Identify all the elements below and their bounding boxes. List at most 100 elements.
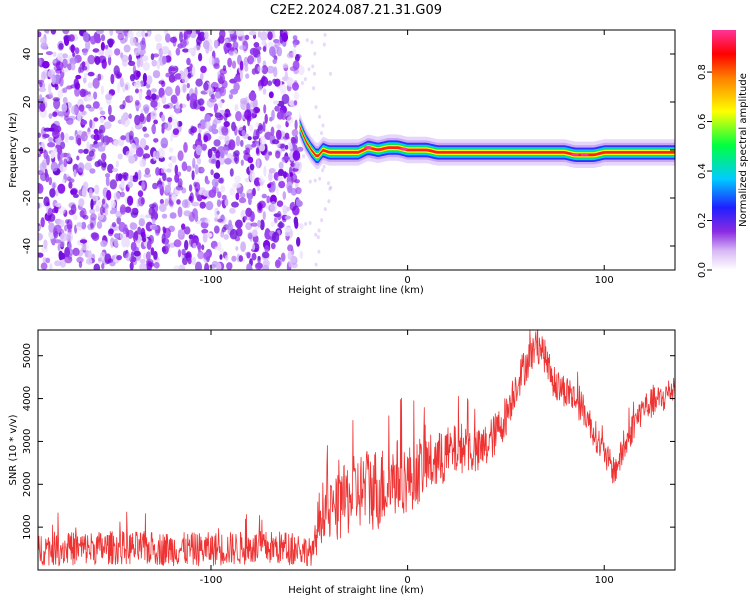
noise-blob: [248, 91, 257, 102]
noise-blob: [155, 167, 160, 176]
noise-blob: [45, 30, 50, 35]
noise-blob: [80, 119, 88, 126]
noise-blob: [239, 192, 246, 199]
noise-blob: [62, 53, 68, 59]
noise-blob: [249, 163, 255, 171]
noise-blob: [160, 167, 167, 174]
noise-blob: [70, 189, 75, 196]
noise-blob: [192, 157, 196, 169]
noise-blob: [292, 82, 299, 91]
noise-blob: [129, 74, 136, 82]
noise-blob: [120, 191, 125, 198]
noise-blob: [135, 30, 144, 38]
noise-blob: [201, 229, 209, 234]
noise-blob: [203, 251, 211, 261]
noise-blob: [251, 229, 258, 237]
noise-blob: [240, 241, 247, 252]
noise-blob: [104, 48, 113, 58]
noise-blob: [224, 134, 230, 146]
noise-blob: [170, 94, 178, 105]
noise-blob: [81, 243, 89, 251]
noise-blob: [136, 70, 141, 78]
noise-blob: [52, 111, 58, 117]
noise-blob: [163, 104, 170, 109]
noise-blob: [113, 191, 121, 201]
noise-blob: [278, 180, 286, 189]
noise-blob: [134, 171, 139, 179]
noise-blob: [123, 44, 131, 53]
noise-blob: [78, 149, 84, 154]
noise-blob: [40, 37, 46, 44]
noise-blob: [77, 112, 82, 122]
noise-blob: [207, 148, 213, 159]
spectrogram-panel: -100 0 100 -40 -20 0 20 40 Height of straight l…: [8, 29, 676, 296]
noise-blob: [159, 198, 164, 205]
noise-blob: [38, 233, 43, 241]
noise-blob: [79, 210, 85, 218]
spectrogram-ytick-label: -20: [22, 190, 33, 206]
noise-blob: [208, 97, 217, 103]
noise-blob: [93, 128, 99, 135]
spectrogram-xtick-label: 0: [404, 275, 410, 286]
noise-blob: [158, 80, 165, 85]
noise-blob: [43, 239, 48, 249]
noise-blob: [219, 254, 223, 260]
spectrogram-ylabel: Frequency (Hz): [8, 112, 19, 188]
noise-blob: [129, 95, 133, 102]
noise-blob: [151, 225, 159, 231]
noise-blob: [63, 87, 68, 93]
noise-blob: [139, 158, 147, 168]
noise-blob: [177, 150, 184, 161]
noise-blob: [80, 90, 89, 96]
noise-blob: [134, 50, 140, 56]
noise-blob: [171, 193, 177, 203]
noise-blob: [228, 139, 236, 151]
noise-blob: [259, 181, 264, 186]
noise-blob: [128, 113, 132, 119]
noise-blob: [147, 31, 151, 37]
noise-blob: [73, 214, 78, 221]
noise-blob: [299, 223, 304, 230]
noise-blob: [191, 256, 197, 266]
noise-blob: [42, 133, 50, 138]
noise-blob: [119, 104, 125, 110]
noise-blob: [267, 31, 273, 41]
noise-blob: [59, 232, 68, 242]
snr-xlabel: Height of straight line (km): [288, 585, 424, 596]
noise-blob: [137, 226, 142, 235]
noise-blob: [137, 169, 142, 181]
noise-blob: [214, 207, 220, 219]
noise-fringe: [303, 77, 307, 82]
noise-blob: [72, 52, 76, 58]
noise-blob: [87, 82, 93, 89]
noise-blob: [282, 191, 287, 200]
noise-blob: [108, 38, 114, 48]
noise-blob: [87, 71, 95, 77]
noise-blob: [38, 31, 42, 38]
noise-blob: [282, 205, 289, 214]
noise-blob: [214, 112, 222, 118]
noise-blob: [143, 173, 152, 178]
noise-blob: [119, 77, 124, 88]
noise-blob: [243, 215, 247, 221]
noise-blob: [223, 234, 229, 240]
noise-blob: [88, 250, 92, 260]
noise-blob: [94, 55, 98, 64]
noise-blob: [244, 109, 252, 120]
noise-blob: [199, 201, 206, 209]
noise-blob: [251, 252, 257, 261]
noise-blob: [204, 262, 210, 270]
noise-blob: [100, 41, 105, 51]
noise-blob: [138, 91, 143, 101]
noise-blob: [275, 185, 280, 196]
noise-blob: [120, 178, 125, 189]
noise-blob: [215, 159, 221, 169]
noise-blob: [153, 262, 160, 269]
snr-ytick-label: 5000: [22, 343, 33, 368]
noise-blob: [60, 141, 66, 150]
noise-blob: [168, 67, 177, 72]
noise-blob: [142, 72, 147, 83]
noise-blob: [271, 109, 275, 121]
noise-blob: [64, 246, 70, 258]
noise-blob: [72, 247, 80, 257]
